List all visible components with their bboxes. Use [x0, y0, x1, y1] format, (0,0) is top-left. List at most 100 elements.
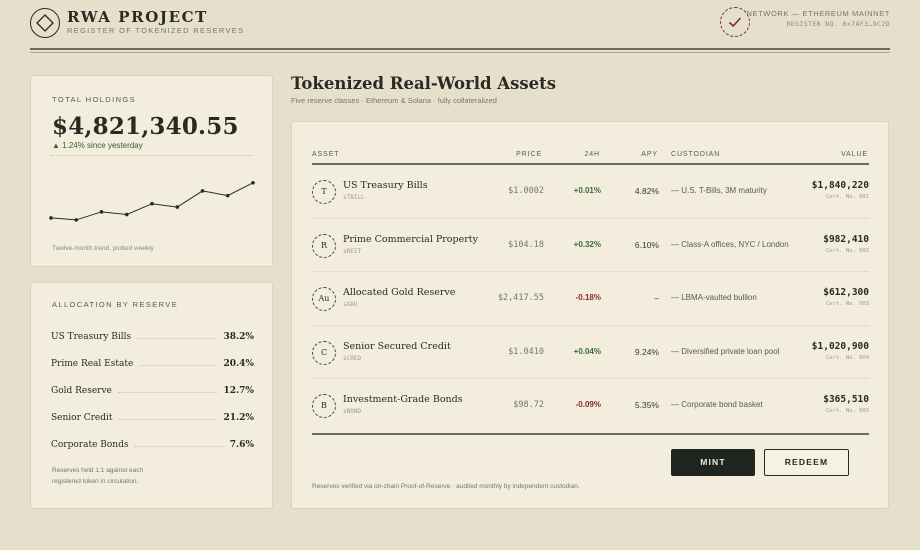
asset-price: $1.0410 [508, 346, 544, 357]
asset-name: Senior Secured Credit [343, 340, 451, 352]
allocation-note: Reserves held 1:1 against each registere… [52, 467, 144, 485]
column-header-custodian: CUSTODIAN [671, 151, 721, 158]
holdings-divider [51, 155, 253, 156]
allocation-name: Gold Reserve [51, 385, 112, 396]
asset-change: +0.04% [573, 346, 601, 356]
trend-point [251, 181, 255, 185]
header-divider-thin [30, 52, 890, 53]
asset-ticker: sREIT [343, 247, 362, 255]
total-holdings-value: $4,821,340.55 [52, 113, 239, 140]
redeem-button[interactable]: REDEEM [764, 449, 849, 476]
allocation-row: US Treasury Bills 38.2% [51, 323, 254, 350]
header-divider [30, 48, 890, 50]
network-label: NETWORK — ETHEREUM MAINNET [746, 9, 890, 18]
table-row[interactable]: Au Allocated Gold Reserve sXAU $2,417.55… [312, 272, 869, 326]
table-row[interactable]: C Senior Secured Credit sCRED $1.0410 +0… [312, 326, 869, 380]
token-badge-icon: R [312, 233, 336, 258]
leader-dots [134, 446, 224, 447]
allocation-name: Corporate Bonds [51, 439, 129, 450]
asset-apy: 6.10% [634, 239, 659, 250]
column-header-apy: APY [641, 151, 658, 158]
allocation-name: Prime Real Estate [51, 358, 134, 369]
page-title: Tokenized Real-World Assets [291, 74, 557, 93]
allocation-value: 12.7% [223, 385, 254, 396]
trend-point [200, 189, 205, 193]
table-row[interactable]: B Investment-Grade Bonds sBOND $98.72 -0… [312, 379, 869, 433]
table-footer-divider [312, 433, 869, 435]
allocation-value: 38.2% [223, 331, 254, 342]
asset-cert: Cert. No. 003 [825, 301, 869, 308]
allocation-value: 21.2% [223, 412, 254, 423]
diamond-icon [30, 8, 60, 38]
token-badge-icon: B [312, 394, 336, 419]
asset-price: $2,417.55 [497, 293, 544, 304]
asset-change: -0.09% [575, 400, 601, 410]
asset-apy: 4.82% [634, 186, 659, 196]
verification-footnote: Reserves verified via on-chain Proof-of-… [312, 483, 580, 490]
token-badge-icon: C [312, 340, 336, 365]
allocation-row: Gold Reserve 12.7% [51, 377, 254, 404]
asset-change: +0.01% [573, 186, 601, 195]
trend-point [175, 205, 180, 209]
leader-dots [137, 338, 218, 339]
asset-name: US Treasury Bills [343, 180, 428, 191]
checkmark-seal-icon [720, 7, 750, 37]
asset-cert: Cert. No. 001 [825, 194, 869, 200]
table-row[interactable]: R Prime Commercial Property sREIT $104.1… [312, 219, 869, 273]
asset-custodian: — Corporate bond basket [671, 400, 763, 410]
asset-cert: Cert. No. 002 [825, 247, 869, 254]
asset-cert: Cert. No. 005 [825, 408, 869, 415]
table-row[interactable]: T US Treasury Bills sTBILL $1.0002 +0.01… [312, 165, 869, 219]
allocation-name: US Treasury Bills [51, 331, 132, 342]
holdings-change: ▲ 1.24% since yesterday [52, 141, 143, 150]
token-badge-icon: T [312, 180, 336, 204]
asset-value: $982,410 [823, 233, 869, 245]
asset-rows: T US Treasury Bills sTBILL $1.0002 +0.01… [312, 165, 869, 433]
allocation-list: US Treasury Bills 38.2% Prime Real Estat… [51, 323, 254, 458]
total-holdings-card: TOTAL HOLDINGS $4,821,340.55 ▲ 1.24% sin… [30, 75, 273, 267]
asset-value: $1,020,900 [811, 340, 869, 352]
allocation-value: 7.6% [229, 439, 254, 450]
allocation-label: ALLOCATION BY RESERVE [52, 300, 179, 309]
trend-point [150, 201, 154, 206]
trend-point [49, 216, 53, 220]
asset-apy: 9.24% [634, 346, 659, 357]
asset-value: $612,300 [823, 287, 869, 299]
column-header-value: VALUE [841, 151, 868, 158]
allocation-row: Senior Credit 21.2% [51, 404, 254, 431]
asset-value: $1,840,220 [811, 180, 869, 191]
assets-table-card: ASSET PRICE 24H APY CUSTODIAN VALUE T US… [291, 121, 889, 509]
asset-ticker: sXAU [343, 301, 358, 309]
asset-name: Investment-Grade Bonds [343, 394, 463, 406]
table-header-divider [312, 163, 869, 165]
trend-point [225, 193, 230, 198]
asset-custodian: — Class-A offices, NYC / London [671, 239, 789, 249]
allocation-row: Prime Real Estate 20.4% [51, 350, 254, 377]
trend-caption: Twelve-month trend, plotted weekly [52, 245, 154, 252]
asset-price: $104.18 [508, 239, 544, 250]
leader-dots [117, 392, 218, 393]
asset-ticker: sBOND [343, 408, 362, 416]
brand-subtitle: REGISTER OF TOKENIZED RESERVES [67, 26, 245, 35]
leader-dots [118, 419, 218, 420]
asset-custodian: — LBMA-vaulted bullion [671, 293, 757, 303]
allocation-value: 20.4% [223, 358, 254, 369]
asset-change: -0.18% [575, 293, 601, 303]
asset-apy: 5.35% [634, 400, 659, 411]
allocation-name: Senior Credit [51, 412, 113, 423]
trend-point [99, 210, 104, 214]
trend-point [124, 212, 129, 217]
mint-button[interactable]: MINT [671, 449, 755, 476]
asset-value: $365,510 [823, 394, 869, 406]
allocation-card: ALLOCATION BY RESERVE US Treasury Bills … [30, 282, 273, 509]
asset-cert: Cert. No. 004 [825, 354, 869, 361]
leader-dots [139, 365, 218, 366]
holdings-label: TOTAL HOLDINGS [52, 95, 137, 104]
asset-price: $1.0002 [508, 186, 544, 196]
asset-ticker: sCRED [343, 354, 362, 362]
register-number: REGISTER NO. 0x7AF3…9C2D [786, 20, 890, 28]
trend-series-line [50, 182, 254, 221]
asset-ticker: sTBILL [343, 194, 365, 201]
asset-custodian: — U.S. T-Bills, 3M maturity [671, 186, 767, 195]
asset-price: $98.72 [513, 400, 544, 411]
